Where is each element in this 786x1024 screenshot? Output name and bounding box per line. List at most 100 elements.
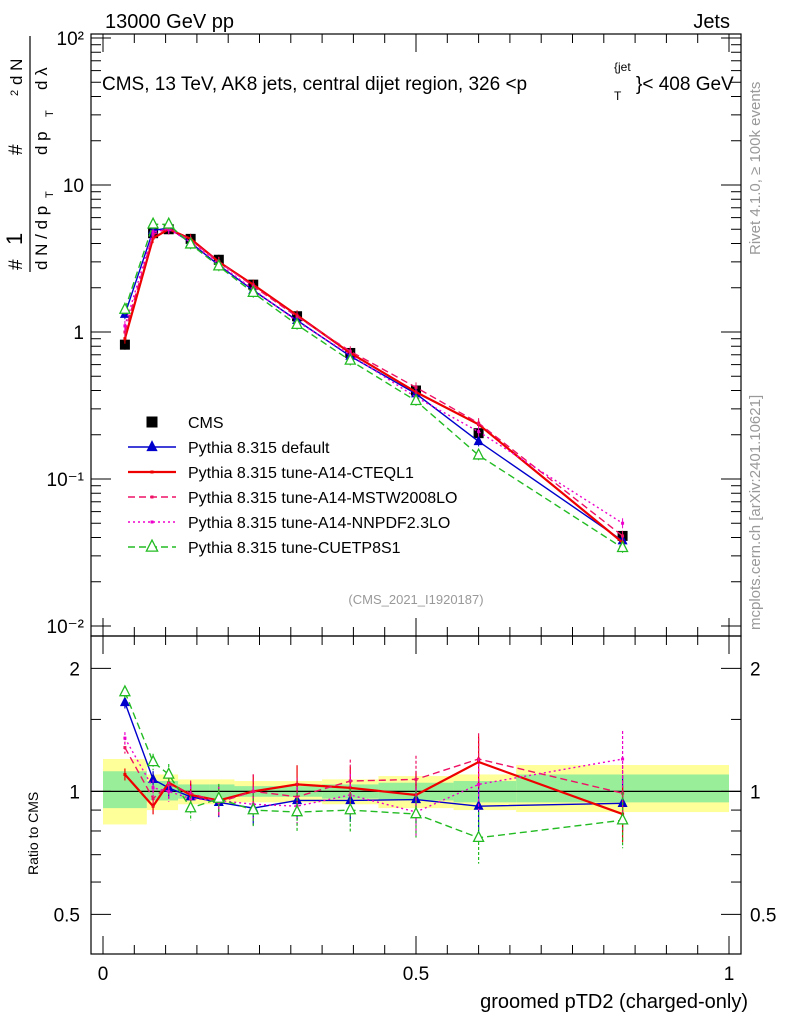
main-y-tick-label: 10⁻¹	[47, 470, 85, 491]
legend-label: Pythia 8.315 tune-A14-NNPDF2.3LO	[188, 515, 450, 532]
data-point	[477, 782, 481, 786]
main-y-tick-label: 10⁻²	[47, 617, 85, 638]
data-point	[162, 216, 175, 229]
data-point	[251, 789, 255, 793]
x-tick-label: 0	[98, 964, 109, 985]
data-point	[146, 416, 158, 428]
main-ylabel: # 1 d N / d p T # 2 d N d p T d λ	[2, 36, 56, 272]
data-point	[184, 236, 197, 249]
svg-text:d N: d N	[7, 59, 26, 85]
legend-label: CMS	[188, 415, 224, 432]
data-point	[295, 795, 299, 799]
svg-text:d λ: d λ	[32, 67, 51, 90]
data-point	[123, 772, 127, 776]
svg-text:T: T	[44, 110, 56, 117]
data-point	[147, 754, 160, 767]
data-point	[119, 339, 130, 350]
data-point	[477, 430, 481, 434]
svg-text:1: 1	[2, 233, 27, 245]
ratio-y-tick-label-right: 0.5	[750, 905, 776, 926]
ratio-series	[118, 684, 629, 864]
svg-text:T: T	[44, 191, 56, 198]
analysis-id: (CMS_2021_I1920187)	[348, 592, 483, 607]
legend-entry: Pythia 8.315 default	[128, 440, 330, 457]
data-point	[409, 806, 423, 819]
data-point	[212, 791, 225, 803]
data-point	[151, 786, 155, 790]
data-point	[621, 521, 625, 525]
data-point	[150, 470, 154, 474]
data-point	[189, 797, 193, 801]
data-point	[414, 777, 418, 781]
plot-title-sub: T	[614, 89, 622, 103]
data-point	[119, 696, 130, 707]
x-tick-label: 0.5	[403, 964, 429, 985]
legend: CMS Pythia 8.315 default Pythia 8.315 tune…	[128, 415, 457, 557]
axes: 10⁻² 10⁻¹ 1 10 10² 0.5 0.5 1 1 2 2 0 0.5 1	[47, 29, 777, 985]
data-point	[414, 385, 418, 389]
data-point	[348, 786, 352, 790]
svg-text:2: 2	[9, 90, 21, 96]
ratio-ylabel: Ratio to CMS	[25, 792, 41, 875]
data-point	[123, 337, 127, 341]
data-point	[147, 216, 160, 229]
data-point	[616, 540, 629, 553]
legend-label: Pythia 8.315 tune-CUETP8S1	[188, 540, 401, 557]
data-point	[189, 793, 193, 797]
main-y-tick-label: 10	[63, 176, 84, 197]
header-left: 13000 GeV pp	[105, 11, 234, 33]
data-point	[123, 330, 127, 334]
data-point	[151, 797, 155, 801]
data-point	[477, 421, 481, 425]
data-point	[344, 352, 357, 365]
data-point	[118, 684, 131, 697]
legend-entry: Pythia 8.315 tune-A14-NNPDF2.3LO	[128, 515, 450, 532]
legend-label: Pythia 8.315 default	[188, 440, 330, 457]
svg-text:#: #	[6, 259, 27, 270]
data-point	[290, 317, 304, 330]
data-point	[148, 773, 159, 784]
data-point	[145, 538, 159, 552]
ratio-y-tick-label: 2	[69, 659, 80, 680]
data-point	[472, 447, 485, 460]
legend-label: Pythia 8.315 tune-A14-CTEQL1	[188, 465, 414, 482]
data-point	[472, 830, 485, 843]
data-point	[290, 804, 304, 817]
data-point	[184, 800, 197, 813]
data-point	[409, 393, 423, 406]
data-point	[167, 789, 171, 793]
x-tick-label: 1	[724, 964, 735, 985]
data-point	[477, 760, 481, 764]
legend-label: Pythia 8.315 tune-A14-MSTW2008LO	[188, 490, 457, 507]
data-point	[151, 230, 155, 234]
ratio-y-tick-label: 1	[69, 782, 80, 803]
ratio-y-tick-label-right: 1	[750, 782, 761, 803]
data-point	[212, 258, 225, 271]
rivet-label: Rivet 4.1.0, ≥ 100k events	[747, 82, 764, 255]
data-point	[247, 285, 260, 298]
legend-entry: Pythia 8.315 tune-A14-MSTW2008LO	[128, 490, 457, 507]
legend-entry: Pythia 8.315 tune-A14-CTEQL1	[128, 465, 414, 482]
svg-text:d p: d p	[32, 131, 51, 155]
main-y-tick-label: 10²	[57, 29, 84, 50]
ratio-line	[124, 691, 623, 839]
series-pythia-8-315-tune-cuetp8s1	[118, 216, 629, 553]
data-point	[123, 324, 127, 328]
data-point	[123, 736, 127, 740]
legend-entry: Pythia 8.315 tune-CUETP8S1	[128, 538, 401, 557]
data-point	[621, 534, 625, 538]
ratio-series-pythia-8-315-tune-cuetp8s1	[118, 684, 629, 864]
plot-title: CMS, 13 TeV, AK8 jets, central dijet reg…	[102, 74, 527, 95]
ratio-y-tick-label-right: 2	[750, 659, 761, 680]
data-point	[150, 495, 154, 499]
data-point	[621, 757, 625, 761]
data-point	[118, 302, 131, 314]
xlabel: groomed pTD2 (charged-only)	[480, 991, 748, 1013]
data-point	[247, 802, 260, 815]
ratio-y-tick-label: 0.5	[54, 905, 80, 926]
svg-text:#: #	[6, 144, 27, 155]
mcplots-label: mcplots.cern.ch [arXiv:2401.10621]	[747, 395, 764, 630]
legend-entry: CMS	[146, 415, 224, 432]
header-right: Jets	[693, 11, 730, 33]
